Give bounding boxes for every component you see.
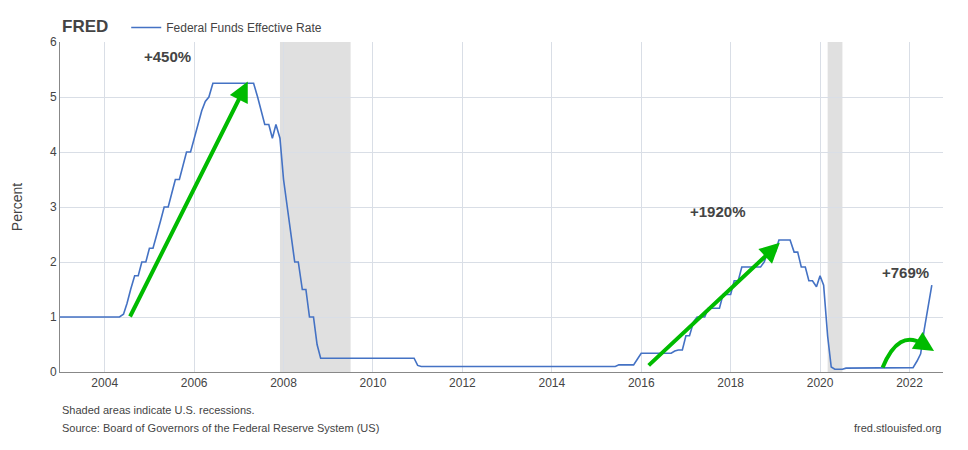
svg-text:2014: 2014 [538,376,565,390]
svg-text:fred.stlouisfed.org: fred.stlouisfed.org [854,422,941,434]
svg-text:Federal Funds Effective Rate: Federal Funds Effective Rate [166,21,322,35]
svg-text:6: 6 [50,35,57,49]
svg-text:1: 1 [50,310,57,324]
svg-text:FRED: FRED [62,17,108,36]
svg-text:Shaded areas indicate U.S. rec: Shaded areas indicate U.S. recessions. [62,404,255,416]
svg-text:Source: Board of Governors of: Source: Board of Governors of the Federa… [62,422,379,434]
svg-text:2: 2 [50,255,57,269]
svg-text:4: 4 [50,145,57,159]
svg-text:2016: 2016 [628,376,655,390]
svg-text:2004: 2004 [91,376,118,390]
svg-text:0: 0 [50,365,57,379]
svg-text:2008: 2008 [270,376,297,390]
svg-text:+1920%: +1920% [690,203,745,220]
svg-text:2006: 2006 [181,376,208,390]
svg-text:2012: 2012 [449,376,476,390]
svg-text:3: 3 [50,200,57,214]
svg-text:2010: 2010 [360,376,387,390]
svg-text:+769%: +769% [882,264,929,281]
svg-text:5: 5 [50,90,57,104]
svg-text:2022: 2022 [896,376,923,390]
svg-text:+450%: +450% [144,48,191,65]
svg-text:Percent: Percent [9,183,25,231]
svg-text:2018: 2018 [717,376,744,390]
svg-text:2020: 2020 [807,376,834,390]
